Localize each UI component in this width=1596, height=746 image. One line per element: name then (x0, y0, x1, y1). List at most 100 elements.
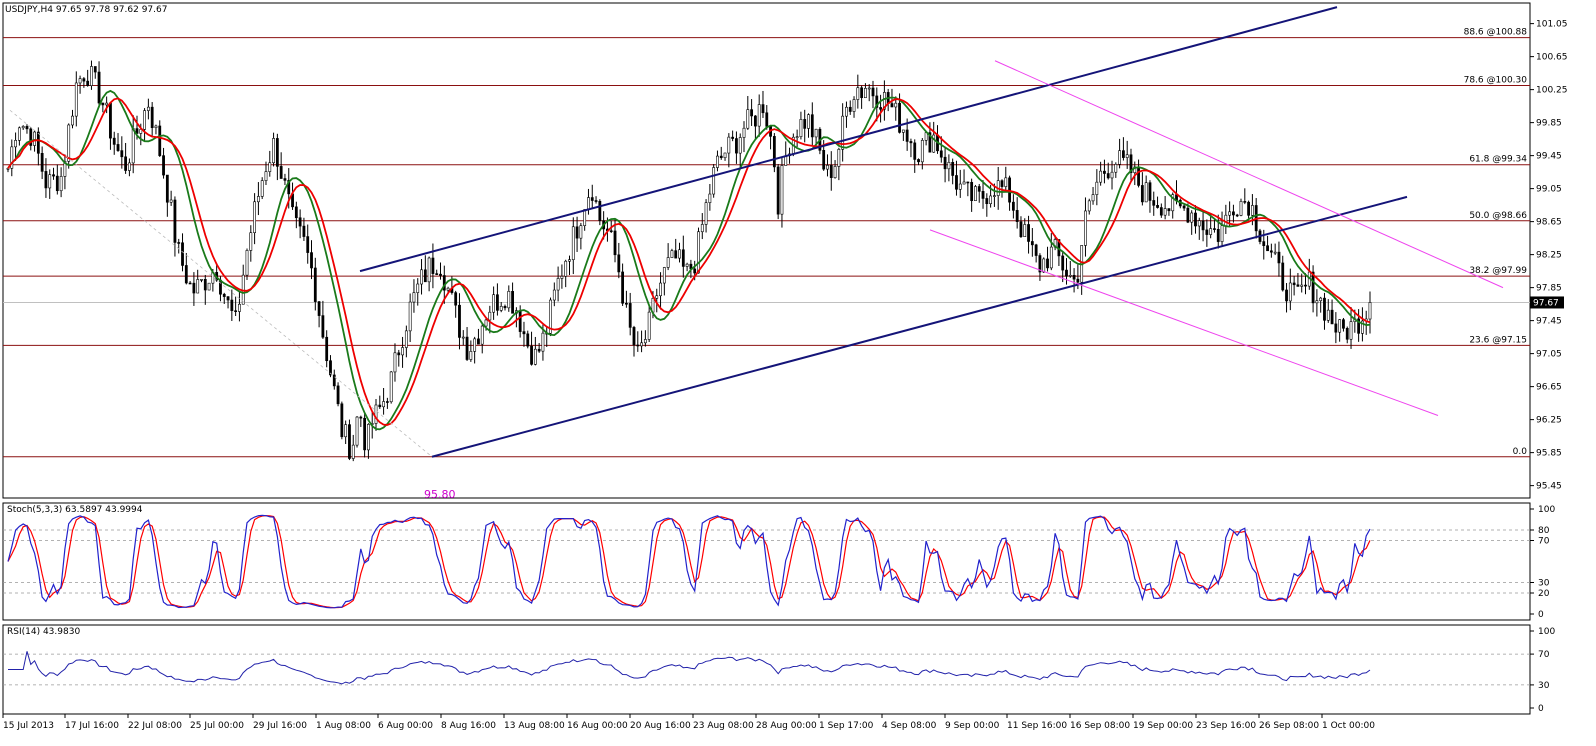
candle-body (1167, 208, 1171, 212)
candle-body (1220, 225, 1224, 242)
candle-body (666, 257, 670, 268)
slow-ma-line (7, 97, 1371, 426)
candle-body (1171, 194, 1175, 212)
candle-body (837, 149, 841, 167)
price-tick-label: 98.25 (1536, 251, 1562, 261)
candle-body (712, 167, 716, 195)
candle-body (59, 176, 63, 192)
candle-body (1125, 154, 1129, 158)
time-tick-label: 17 Jul 16:00 (65, 721, 119, 731)
level-tick-label: 20 (1538, 589, 1550, 599)
candle-body (583, 209, 587, 226)
candle-body (1285, 289, 1288, 302)
candle-body (1319, 297, 1323, 302)
candle-body (105, 102, 109, 106)
time-tick-label: 8 Aug 16:00 (441, 721, 496, 731)
candle-body (807, 114, 810, 129)
candle-body (898, 102, 901, 133)
time-tick-label: 13 Aug 08:00 (504, 721, 565, 731)
candle-body (700, 224, 704, 233)
candle-body (71, 115, 74, 126)
rsi-panel: 100 70 30 0 (2, 624, 1555, 715)
candle-body (298, 217, 302, 227)
candle-body (974, 186, 977, 202)
candle-body (822, 150, 826, 170)
candle-body (735, 138, 738, 154)
candle-body (173, 199, 177, 243)
candle-body (719, 155, 723, 159)
candle-body (21, 126, 25, 129)
descending-channel-upper (994, 60, 1504, 289)
candle-body (860, 87, 864, 99)
candle-body (1182, 205, 1186, 209)
candle-body (279, 166, 283, 179)
candle-body (1038, 255, 1042, 273)
candle-body (367, 424, 370, 451)
candle-body (1163, 208, 1167, 216)
candle-body (753, 115, 757, 127)
candle-body (1011, 201, 1015, 211)
candle-body (351, 444, 355, 459)
candle-body (143, 110, 146, 130)
time-tick-label: 15 Jul 2013 (3, 721, 54, 731)
candle-body (1068, 274, 1072, 277)
candle-body (359, 416, 363, 419)
candle-body (852, 99, 856, 112)
candle-body (1156, 205, 1159, 208)
candle-body (128, 162, 131, 171)
candle-body (1326, 309, 1330, 321)
candle-body (283, 178, 287, 181)
candle-body (780, 165, 784, 215)
candle-body (1243, 201, 1247, 203)
chart-title: USDJPY,H4 97.65 97.78 97.62 97.67 (5, 5, 167, 15)
candle-body (162, 155, 165, 176)
candle-body (196, 279, 200, 294)
candle-body (1338, 319, 1342, 333)
candle-body (207, 282, 211, 291)
candle-body (93, 66, 97, 73)
candle-body (511, 291, 514, 314)
candle-body (86, 80, 90, 86)
candle-body (14, 140, 17, 148)
time-tick-label: 1 Aug 08:00 (316, 721, 371, 731)
candle-body (738, 137, 742, 154)
candle-body (420, 269, 423, 285)
candle-body (716, 155, 719, 168)
candle-body (150, 106, 154, 128)
candle-body (1292, 282, 1296, 286)
candle-body (674, 250, 678, 259)
candle-body (742, 127, 746, 138)
candle-body (761, 104, 765, 114)
candle-body (913, 142, 917, 160)
price-tick-label: 97.05 (1536, 350, 1562, 360)
candle-body (40, 152, 44, 172)
current-price-box (1530, 296, 1564, 309)
candle-body (29, 128, 33, 146)
candle-body (826, 165, 829, 170)
descending-channel-lower (929, 229, 1439, 416)
candle-body (439, 273, 442, 276)
candle-body (1095, 181, 1099, 195)
candle-body (165, 174, 169, 203)
candle-body (294, 206, 298, 219)
time-tick-label: 4 Sep 08:00 (882, 721, 937, 731)
candle-body (1281, 262, 1285, 291)
candle-body (325, 336, 329, 362)
candle-body (435, 273, 439, 275)
candle-body (465, 336, 469, 360)
price-tick-label: 97.85 (1536, 284, 1562, 294)
price-tick-label: 95.45 (1536, 482, 1562, 492)
candle-body (1330, 309, 1334, 325)
candle-body (1296, 284, 1300, 287)
level-tick-label: 70 (1538, 537, 1550, 547)
candle-body (704, 202, 708, 225)
candle-body (317, 301, 321, 316)
price-tick-label: 101.05 (1536, 20, 1568, 30)
time-tick-label: 22 Jul 08:00 (128, 721, 182, 731)
time-tick-label: 29 Jul 16:00 (253, 721, 307, 731)
candle-body (1110, 171, 1114, 179)
time-tick-label: 11 Sep 16:00 (1007, 721, 1067, 731)
candle-body (845, 106, 848, 117)
candle-body (101, 102, 105, 106)
